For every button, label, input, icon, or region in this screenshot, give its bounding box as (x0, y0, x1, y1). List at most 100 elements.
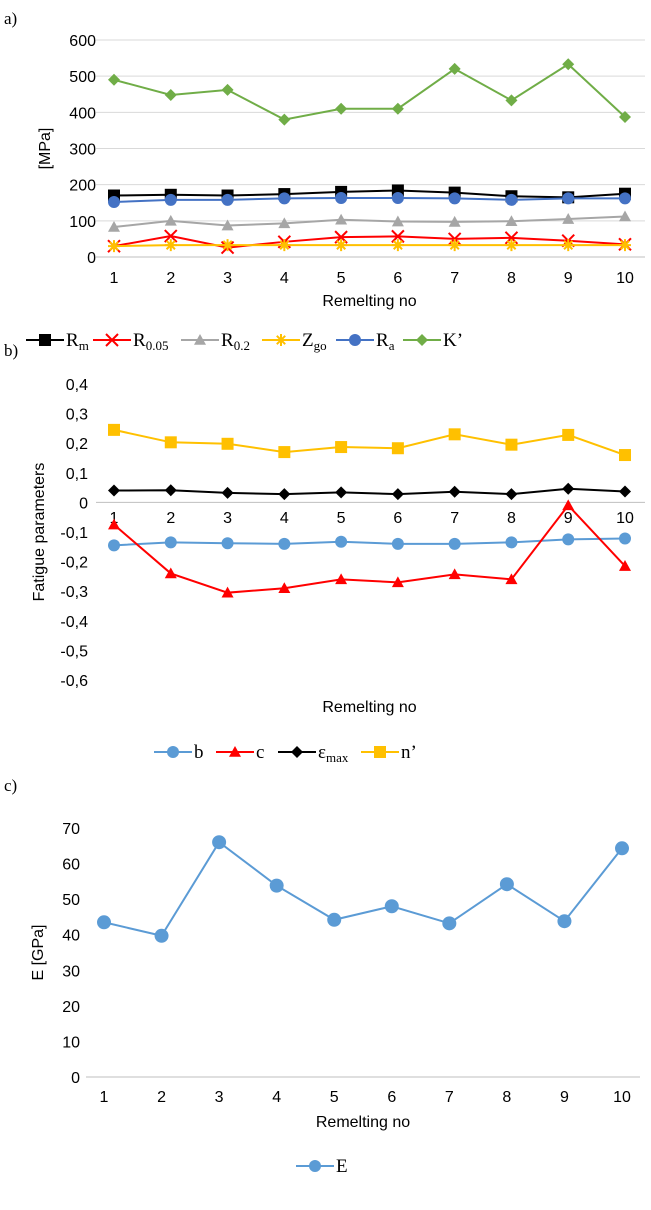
chart-a-point (619, 210, 631, 222)
chart-b-point (562, 482, 575, 495)
chart-a-point (619, 239, 631, 252)
chart-c-series-0 (97, 835, 629, 943)
legend-marker-0 (309, 1160, 321, 1172)
chart-b-point (108, 518, 120, 530)
chart-a-x-tick: 10 (616, 270, 634, 287)
chart-b-y-axis-title: Fatigue parameters (31, 463, 48, 602)
chart-a-series-5 (108, 58, 631, 126)
chart-c-point (327, 912, 342, 927)
chart-c-x-tick: 8 (502, 1089, 511, 1106)
chart-b-point (391, 488, 404, 501)
chart-c-x-tick: 6 (387, 1089, 396, 1106)
chart-b-point (335, 441, 348, 454)
chart-a-x-tick: 3 (223, 270, 232, 287)
chart-a-x-tick: 6 (393, 270, 402, 287)
chart-b-point (221, 486, 234, 499)
chart-b-point (391, 537, 404, 550)
chart-a-point (391, 192, 404, 205)
legend-marker-2 (291, 746, 303, 758)
legend-entry-1: c (256, 742, 264, 763)
chart-b-series-0 (108, 532, 631, 552)
chart-a-point (505, 239, 518, 252)
chart-a-point (619, 192, 631, 205)
panel-label-c: c) (4, 776, 17, 795)
chart-b-point (278, 446, 291, 459)
chart-b-x-tick: 6 (393, 510, 402, 527)
chart-b-y-tick: 0,3 (66, 407, 88, 424)
legend-marker-3 (275, 334, 287, 346)
legend-entry-4: Ra (376, 330, 395, 353)
legend-marker-4 (349, 334, 361, 346)
chart-c-y-tick: 60 (62, 857, 80, 874)
chart-b-point (164, 484, 177, 497)
chart-a-point (619, 111, 631, 124)
chart-a-point (562, 192, 575, 205)
chart-b-point (221, 586, 234, 598)
chart-a-series-1 (107, 229, 632, 255)
chart-c-y-tick: 10 (62, 1034, 80, 1051)
chart-a-point (221, 219, 234, 231)
chart-b-x-tick: 4 (280, 510, 289, 527)
chart-a-y-tick: 400 (69, 105, 96, 122)
chart-b-point (335, 486, 348, 499)
chart-a-series-line-2 (113, 215, 626, 228)
chart-b-y-tick: -0,4 (60, 614, 88, 631)
chart-b-y-tick: -0,2 (60, 555, 88, 572)
chart-a-point (278, 113, 291, 126)
chart-a-point (221, 239, 234, 252)
chart-b-point (108, 539, 120, 552)
chart-c-x-tick: 2 (157, 1089, 166, 1106)
legend-marker-0 (167, 746, 179, 758)
chart-a-series-2 (108, 210, 631, 232)
chart-a-point (108, 220, 120, 232)
chart-a-y-axis-title: [MPa] (37, 128, 54, 170)
chart-a-point (335, 213, 348, 225)
legend-entry-1: R0.05 (133, 330, 168, 353)
chart-c-point (499, 877, 514, 892)
chart-a-point (448, 62, 461, 75)
chart-b-point (221, 537, 234, 550)
chart-a-point (505, 94, 518, 107)
chart-a-mpa: 0 100 200 300 400 500 600 1 2 3 4 5 6 7 8 9 10 Remelting … (26, 33, 645, 353)
chart-b-point (619, 532, 631, 545)
chart-b-point (619, 560, 631, 571)
chart-c-x-tick: 3 (215, 1089, 224, 1106)
chart-b-x-tick: 1 (110, 510, 119, 527)
chart-a-point (562, 213, 575, 224)
chart-a-y-tick: 0 (87, 250, 96, 267)
chart-c-point (269, 878, 284, 893)
chart-a-y-tick: 500 (69, 69, 96, 86)
chart-b-x-axis-title: Remelting no (322, 699, 416, 716)
chart-a-point (164, 193, 177, 206)
chart-b-y-tick: 0 (79, 495, 88, 512)
chart-a-point (448, 192, 461, 205)
chart-b-point (391, 576, 404, 588)
chart-c-modulus: 0 10 20 30 40 50 60 70 1 2 3 4 5 6 7 8 9 10 Remelting no E … (30, 821, 640, 1177)
chart-c-y-tick: 0 (71, 1070, 80, 1087)
legend-marker-1 (105, 333, 119, 347)
chart-b-point (619, 449, 631, 462)
chart-b-series-line-1 (113, 503, 626, 594)
legend-entry-0: E (336, 1156, 348, 1177)
legend-entry-0: b (194, 742, 204, 763)
legend-marker-5 (416, 334, 428, 346)
chart-a-series-4 (108, 192, 631, 209)
chart-c-y-tick: 30 (62, 963, 80, 980)
chart-b-point (562, 499, 575, 511)
chart-b-y-tick: -0,6 (60, 673, 88, 690)
chart-b-series-line-2 (113, 487, 626, 496)
chart-a-x-tick: 2 (166, 270, 175, 287)
legend-marker-0 (39, 334, 51, 346)
chart-a-y-tick: 100 (69, 214, 96, 231)
chart-b-point (391, 442, 404, 455)
chart-b-point (278, 537, 291, 550)
chart-b-point (562, 428, 575, 441)
chart-b-series-3 (108, 423, 631, 462)
chart-a-point (448, 215, 461, 227)
chart-b-point (164, 536, 177, 549)
chart-a-point (505, 193, 518, 206)
chart-a-point (164, 214, 177, 226)
chart-c-series-line-0 (103, 840, 623, 937)
legend-entry-5: K’ (443, 330, 463, 351)
